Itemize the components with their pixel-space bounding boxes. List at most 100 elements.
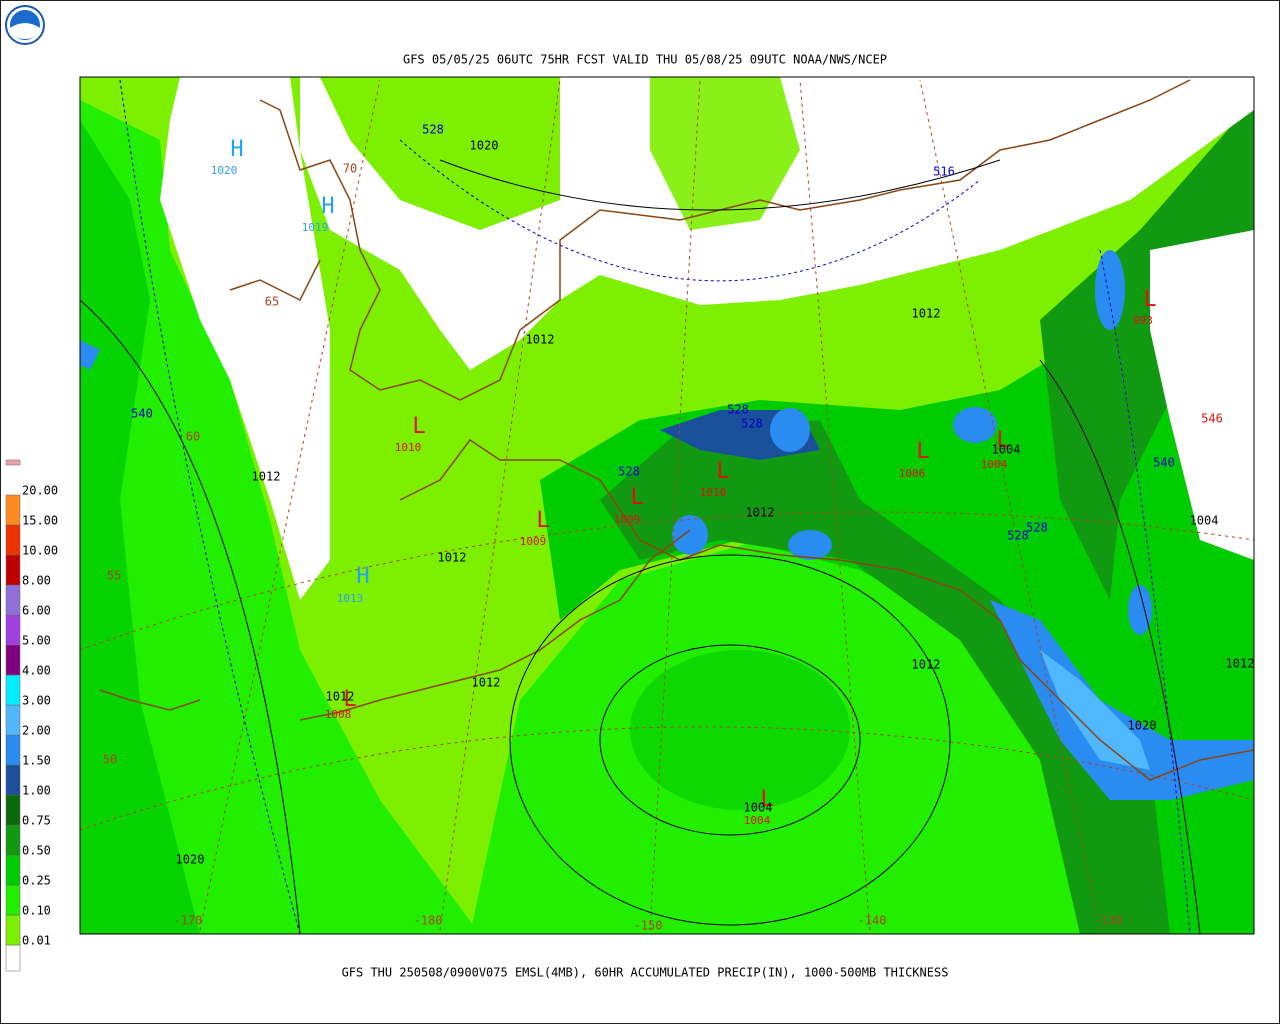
- isobar-label: 1012: [472, 676, 501, 690]
- thickness-label: 528: [1007, 529, 1029, 543]
- pressure-center-value: 1010: [395, 441, 422, 454]
- thickness-label: 528: [727, 403, 749, 417]
- isobar-label: 1012: [526, 333, 555, 347]
- legend-swatch: [5, 704, 21, 736]
- pressure-center-value: 1019: [302, 221, 329, 234]
- pressure-center-symbol: L: [996, 428, 1009, 453]
- pressure-center-symbol: L: [536, 508, 549, 533]
- legend-swatch: [5, 584, 21, 616]
- pressure-center-symbol: L: [1143, 287, 1156, 312]
- longitude-label: -150: [634, 919, 663, 933]
- thickness-label: 528: [618, 465, 640, 479]
- pressure-center-value: 1010: [700, 486, 727, 499]
- isobar-label: 1020: [470, 139, 499, 153]
- isobar-label: 1012: [252, 470, 281, 484]
- legend-label: 0.50: [22, 844, 51, 858]
- thickness-label: 540: [131, 407, 153, 421]
- isobar-label: 1012: [326, 690, 355, 704]
- isobar-label: 1004: [744, 801, 773, 815]
- legend-swatch: [5, 524, 21, 556]
- legend-label: 4.00: [22, 664, 51, 678]
- latitude-label: 55: [107, 569, 121, 583]
- latitude-label: 70: [343, 162, 357, 176]
- isobar-label: 1012: [912, 307, 941, 321]
- longitude-label: -170: [174, 914, 203, 928]
- pressure-center-value: 1009: [614, 513, 641, 526]
- legend-label: 0.75: [22, 814, 51, 828]
- isobar-label: 1012: [438, 551, 467, 565]
- thickness-label: 528: [741, 417, 763, 431]
- thickness-label: 528: [1026, 521, 1048, 535]
- legend-label: 0.10: [22, 904, 51, 918]
- pressure-center-value: 993: [1133, 314, 1153, 327]
- legend-label: 1.00: [22, 784, 51, 798]
- pressure-center-value: 1009: [520, 535, 547, 548]
- isobar-label: 1020: [176, 853, 205, 867]
- map-labels: H 1020 H 1019 L 1010 H 1013 L 1009 L 1009 L 1010 L 1006…: [103, 123, 1255, 933]
- legend-swatch: [5, 854, 21, 886]
- legend-label: 6.00: [22, 604, 51, 618]
- isobar-label: 1012: [746, 506, 775, 520]
- legend: 0.01 0.10 0.25 0.50 0.75 1.00 1.50 2.00 3.00 4.00…: [5, 459, 58, 972]
- legend-label: 0.01: [22, 934, 51, 948]
- thickness-label: 546: [1201, 412, 1223, 426]
- isobar-label: 1012: [912, 658, 941, 672]
- isobar-label: 1020: [1128, 719, 1157, 733]
- pressure-center-symbol: H: [356, 564, 369, 589]
- title: GFS 05/05/25 06UTC 75HR FCST VALID THU 0…: [403, 53, 887, 67]
- legend-label: 1.50: [22, 754, 51, 768]
- pressure-center-value: 1006: [899, 467, 926, 480]
- legend-swatch: [5, 884, 21, 916]
- legend-swatch: [5, 614, 21, 646]
- legend-swatch: [5, 644, 21, 676]
- pressure-center-symbol: L: [412, 414, 425, 439]
- latitude-label: 65: [265, 295, 279, 309]
- isobar-label: 1004: [992, 443, 1021, 457]
- longitude-label: -130: [1094, 914, 1123, 928]
- pressure-center-value: 1013: [337, 592, 364, 605]
- legend-swatch: [5, 764, 21, 796]
- legend-swatch: [5, 554, 21, 586]
- pressure-center-value: 1020: [211, 164, 238, 177]
- legend-swatch: [5, 914, 21, 946]
- isobar-label: 1012: [1226, 657, 1255, 671]
- thickness-label: 528: [422, 123, 444, 137]
- legend-swatch: [5, 494, 21, 526]
- thickness-label: 516: [933, 165, 955, 179]
- legend-swatch: [5, 944, 21, 972]
- legend-swatch: [5, 674, 21, 706]
- legend-label: 8.00: [22, 574, 51, 588]
- pressure-center-symbol: H: [321, 194, 334, 219]
- map-area: [79, 76, 1255, 935]
- legend-swatch: [5, 794, 21, 826]
- pressure-center-symbol: L: [760, 787, 773, 812]
- pressure-center-symbol: H: [230, 137, 243, 162]
- pressure-center-symbol: L: [630, 485, 643, 510]
- legend-label: 10.00: [22, 544, 58, 558]
- pressure-center-symbol: L: [343, 687, 356, 712]
- legend-label: 20.00: [22, 484, 58, 498]
- legend-label: 2.00: [22, 724, 51, 738]
- pressure-center-value: 1004: [981, 458, 1008, 471]
- noaa-logo: [5, 5, 45, 45]
- longitude-label: -180: [414, 914, 443, 928]
- thickness-label: 540: [1153, 456, 1175, 470]
- longitude-label: -140: [858, 914, 887, 928]
- caption: GFS THU 250508/0900V075 EMSL(4MB), 60HR …: [342, 966, 949, 980]
- pressure-center-symbol: L: [716, 459, 729, 484]
- legend-swatch: [5, 734, 21, 766]
- pressure-center-value: 1004: [744, 814, 771, 827]
- pressure-center-symbol: L: [916, 439, 929, 464]
- legend-swatch: [5, 824, 21, 856]
- legend-label: 15.00: [22, 514, 58, 528]
- latitude-label: 60: [186, 430, 200, 444]
- latitude-label: 50: [103, 753, 117, 767]
- isobar-label: 1004: [1190, 514, 1219, 528]
- legend-label: 0.25: [22, 874, 51, 888]
- legend-label: 3.00: [22, 694, 51, 708]
- legend-swatch: [5, 459, 21, 466]
- legend-label: 5.00: [22, 634, 51, 648]
- pressure-center-value: 1008: [325, 708, 352, 721]
